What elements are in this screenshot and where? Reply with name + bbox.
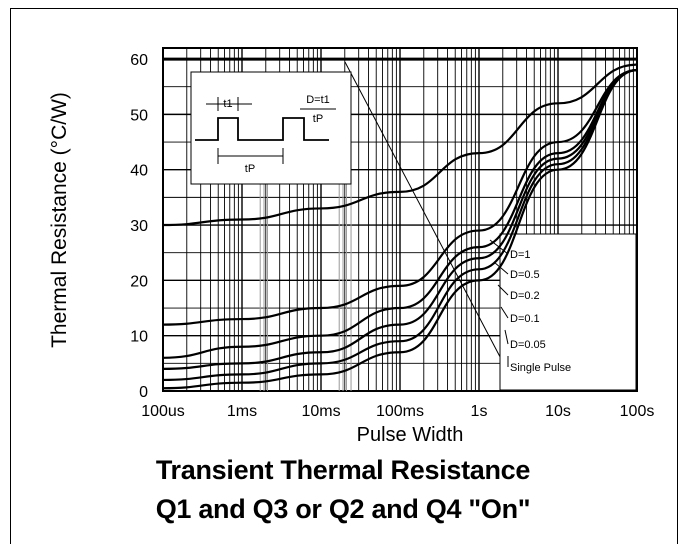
series-group — [162, 63, 638, 390]
y-tick-label: 0 — [139, 384, 148, 401]
y-tick-label: 50 — [130, 107, 148, 124]
chart-title-line-2: Q1 and Q3 or Q2 and Q4 "On" — [155, 494, 531, 524]
x-tick-label: 100us — [141, 403, 185, 420]
series-line-2 — [162, 69, 638, 359]
series-line-0 — [162, 63, 638, 227]
x-tick-label: 100ms — [376, 403, 424, 420]
x-tick-label: 1ms — [227, 403, 257, 420]
inset-duty-numerator: D=t1 — [306, 94, 330, 106]
legend-leader-4 — [504, 329, 509, 345]
pulse-waveform — [195, 117, 329, 141]
series-line-1 — [162, 69, 638, 326]
labels-group: D=1 D=0.5 D=0.2 D=0.1 D=0.05 Single Pulse 0 10 2… — [130, 52, 654, 420]
chart-frame — [10, 8, 678, 544]
x-tick-label: 10ms — [301, 403, 340, 420]
series-line-4 — [162, 69, 638, 382]
series-line-3 — [162, 69, 638, 370]
legend-leader-2 — [497, 284, 509, 296]
x-axis-label: Pulse Width — [356, 424, 464, 446]
inset-diagram: t1 D=t1 tP tP — [190, 71, 352, 185]
y-tick-label: 60 — [130, 52, 148, 69]
legend-label-3: D=0.1 — [510, 313, 540, 325]
inset-duty-denominator: tP — [313, 113, 323, 125]
legend-label-0: D=1 — [510, 249, 531, 261]
legend-label-2: D=0.2 — [510, 290, 540, 302]
legend-label-5: Single Pulse — [510, 362, 571, 374]
chart-title-line-1: Transient Thermal Resistance — [155, 455, 531, 485]
y-tick-label: 30 — [130, 218, 148, 235]
legend-leader-1 — [493, 261, 509, 275]
inset-border — [190, 71, 352, 185]
series-line-5 — [162, 69, 638, 390]
x-tick-label: 100s — [620, 403, 655, 420]
inset-tp-label: tP — [245, 163, 255, 175]
x-tick-label: 1s — [471, 403, 488, 420]
legend-leader-0 — [489, 239, 509, 255]
legend-border — [499, 233, 637, 391]
legend-label-4: D=0.05 — [510, 339, 546, 351]
legend-region — [499, 233, 637, 391]
inset-t1-label: t1 — [223, 98, 232, 110]
x-tick-label: 10s — [545, 403, 571, 420]
y-tick-label: 40 — [130, 163, 148, 180]
legend-leader-3 — [500, 306, 509, 319]
legend-label-1: D=0.5 — [510, 269, 540, 281]
y-tick-label: 20 — [130, 273, 148, 290]
reference-diagonal — [344, 61, 509, 373]
y-tick-label: 10 — [130, 329, 148, 346]
